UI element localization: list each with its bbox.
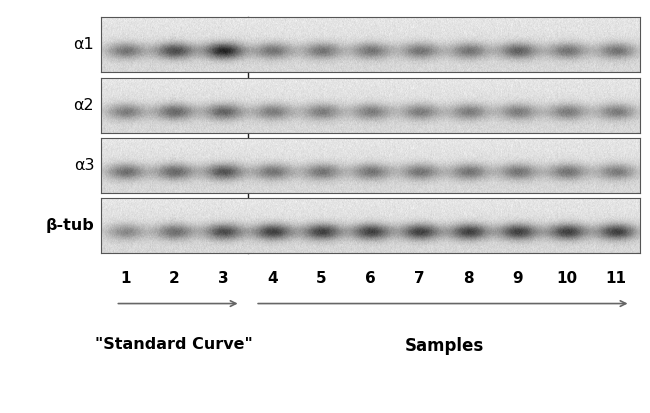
Text: 11: 11 [605,271,626,285]
Text: β-tub: β-tub [46,218,94,233]
Text: α3: α3 [73,158,94,173]
Text: 1: 1 [120,271,131,285]
Text: 6: 6 [365,271,376,285]
Text: "Standard Curve": "Standard Curve" [96,337,254,351]
Text: 7: 7 [414,271,425,285]
Text: 2: 2 [169,271,179,285]
Text: 9: 9 [512,271,523,285]
Text: 3: 3 [218,271,229,285]
Text: 8: 8 [463,271,474,285]
Text: 5: 5 [316,271,327,285]
Text: α2: α2 [73,97,94,113]
Text: α1: α1 [73,37,94,52]
Text: 4: 4 [267,271,278,285]
Text: Samples: Samples [404,337,484,355]
Text: 10: 10 [556,271,577,285]
